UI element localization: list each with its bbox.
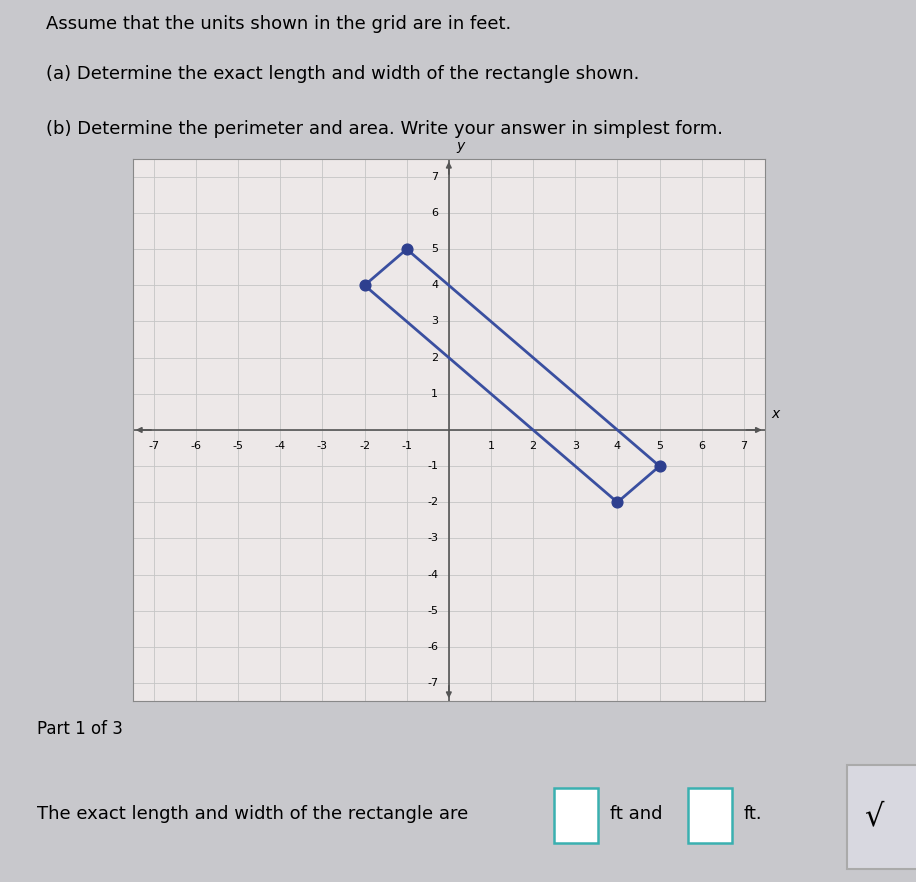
Text: -7: -7	[427, 678, 438, 688]
Text: 1: 1	[431, 389, 438, 399]
Text: -2: -2	[427, 497, 438, 507]
Text: The exact length and width of the rectangle are: The exact length and width of the rectan…	[37, 805, 468, 823]
Point	[652, 459, 667, 473]
FancyBboxPatch shape	[847, 765, 916, 869]
Text: 6: 6	[431, 208, 438, 218]
Text: -3: -3	[317, 441, 328, 451]
Text: (b) Determine the perimeter and area. Write your answer in simplest form.: (b) Determine the perimeter and area. Wr…	[46, 120, 723, 138]
Text: -3: -3	[427, 534, 438, 543]
Point	[610, 495, 625, 509]
Text: 5: 5	[431, 244, 438, 254]
FancyBboxPatch shape	[554, 788, 598, 843]
Text: 3: 3	[431, 317, 438, 326]
Text: Part 1 of 3: Part 1 of 3	[37, 720, 123, 737]
Text: 7: 7	[740, 441, 747, 451]
Text: -2: -2	[359, 441, 370, 451]
Point	[357, 279, 372, 293]
Text: 6: 6	[698, 441, 705, 451]
Text: 3: 3	[572, 441, 579, 451]
Text: -6: -6	[427, 642, 438, 652]
Point	[399, 242, 414, 256]
Text: -5: -5	[233, 441, 244, 451]
Text: -1: -1	[427, 461, 438, 471]
Text: -4: -4	[275, 441, 286, 451]
Text: -5: -5	[427, 606, 438, 616]
Text: 4: 4	[614, 441, 621, 451]
Text: -1: -1	[401, 441, 412, 451]
Text: 2: 2	[431, 353, 438, 363]
Text: ft.: ft.	[744, 805, 762, 823]
Text: 4: 4	[431, 280, 438, 290]
Text: 1: 1	[487, 441, 495, 451]
Text: (a) Determine the exact length and width of the rectangle shown.: (a) Determine the exact length and width…	[46, 65, 639, 83]
FancyBboxPatch shape	[688, 788, 732, 843]
Text: y: y	[456, 139, 464, 153]
Text: ft and: ft and	[610, 805, 662, 823]
Text: √: √	[864, 803, 883, 831]
Text: -6: -6	[191, 441, 202, 451]
Text: -7: -7	[148, 441, 159, 451]
Text: 5: 5	[656, 441, 663, 451]
Text: 7: 7	[431, 172, 438, 182]
Text: Assume that the units shown in the grid are in feet.: Assume that the units shown in the grid …	[46, 15, 511, 34]
Text: 2: 2	[529, 441, 537, 451]
Text: x: x	[771, 407, 780, 421]
Text: -4: -4	[427, 570, 438, 579]
